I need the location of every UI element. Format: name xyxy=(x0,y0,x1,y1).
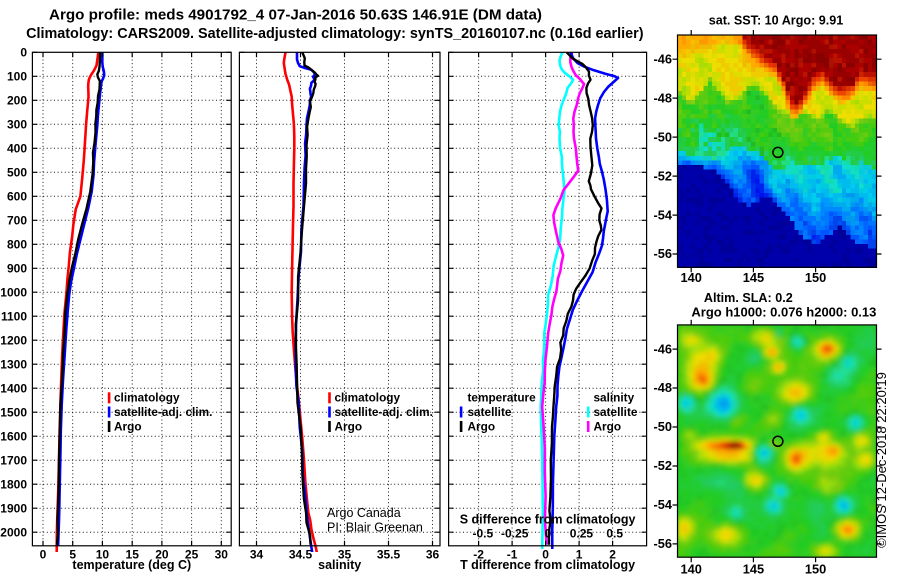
svg-text:-48: -48 xyxy=(654,380,673,395)
svg-text:34.5: 34.5 xyxy=(289,548,313,562)
svg-text:-1: -1 xyxy=(507,548,518,562)
svg-text:climatology: climatology xyxy=(335,391,401,405)
svg-text:PI: Blair Greenan: PI: Blair Greenan xyxy=(327,520,423,534)
svg-text:145: 145 xyxy=(743,562,764,577)
svg-text:Argo profile: meds 4901792_4 0: Argo profile: meds 4901792_4 07-Jan-2016… xyxy=(49,7,542,24)
svg-text:-50: -50 xyxy=(654,129,673,144)
svg-text:0: 0 xyxy=(40,548,47,562)
svg-text:satellite-adj. clim.: satellite-adj. clim. xyxy=(114,405,212,419)
svg-text:Argo: Argo xyxy=(594,419,622,433)
svg-text:20: 20 xyxy=(155,548,169,562)
svg-text:140: 140 xyxy=(681,270,702,285)
svg-text:temperature (deg C): temperature (deg C) xyxy=(72,558,191,572)
svg-text:700: 700 xyxy=(7,214,27,228)
svg-text:-0.5: -0.5 xyxy=(472,527,493,541)
svg-text:-46: -46 xyxy=(654,51,673,66)
svg-text:100: 100 xyxy=(7,70,27,84)
svg-text:-54: -54 xyxy=(654,497,673,512)
svg-text:Argo: Argo xyxy=(335,419,363,433)
svg-text:34: 34 xyxy=(250,548,264,562)
svg-text:Climatology: CARS2009. Satelli: Climatology: CARS2009. Satellite-adjuste… xyxy=(26,26,644,42)
svg-text:-46: -46 xyxy=(654,341,673,356)
svg-text:800: 800 xyxy=(7,238,27,252)
svg-text:0: 0 xyxy=(542,548,549,562)
svg-text:2: 2 xyxy=(609,548,616,562)
svg-text:400: 400 xyxy=(7,142,27,156)
svg-text:1100: 1100 xyxy=(1,309,27,323)
svg-text:0.25: 0.25 xyxy=(570,527,594,541)
svg-text:150: 150 xyxy=(805,270,826,285)
svg-text:salinity: salinity xyxy=(318,558,361,572)
svg-text:10: 10 xyxy=(96,548,110,562)
svg-text:climatology: climatology xyxy=(114,391,180,405)
svg-text:1800: 1800 xyxy=(0,477,27,491)
svg-text:1300: 1300 xyxy=(0,357,27,371)
svg-text:0: 0 xyxy=(545,527,552,541)
svg-text:200: 200 xyxy=(7,94,27,108)
svg-text:1700: 1700 xyxy=(0,453,27,467)
svg-text:salinity: salinity xyxy=(594,391,635,405)
svg-text:Argo Canada: Argo Canada xyxy=(327,506,401,520)
svg-text:1200: 1200 xyxy=(0,333,27,347)
svg-text:Altim. SLA: 0.2: Altim. SLA: 0.2 xyxy=(704,291,793,305)
svg-text:36: 36 xyxy=(426,548,440,562)
svg-text:-48: -48 xyxy=(654,90,673,105)
svg-text:35.5: 35.5 xyxy=(377,548,401,562)
svg-text:sat. SST: 10 Argo: 9.91: sat. SST: 10 Argo: 9.91 xyxy=(709,14,844,28)
svg-text:satellite-adj. clim.: satellite-adj. clim. xyxy=(335,405,433,419)
svg-text:1500: 1500 xyxy=(0,405,27,419)
svg-text:satellite: satellite xyxy=(594,405,638,419)
svg-text:Argo: Argo xyxy=(114,419,142,433)
svg-text:0.5: 0.5 xyxy=(606,527,623,541)
svg-text:140: 140 xyxy=(681,562,702,577)
svg-text:500: 500 xyxy=(7,166,27,180)
svg-text:1600: 1600 xyxy=(0,429,27,443)
svg-text:15: 15 xyxy=(126,548,140,562)
svg-text:600: 600 xyxy=(7,190,27,204)
svg-text:1: 1 xyxy=(576,548,583,562)
svg-text:T difference from climatology: T difference from climatology xyxy=(460,558,635,572)
svg-text:-56: -56 xyxy=(654,536,673,551)
svg-text:Argo: Argo xyxy=(468,419,496,433)
svg-text:25: 25 xyxy=(185,548,199,562)
svg-text:900: 900 xyxy=(7,262,27,276)
svg-text:2000: 2000 xyxy=(0,525,27,539)
svg-text:©IMOS 12-Dec-2018 22:20:19: ©IMOS 12-Dec-2018 22:20:19 xyxy=(874,372,889,548)
svg-text:satellite: satellite xyxy=(468,405,512,419)
svg-text:300: 300 xyxy=(7,118,27,132)
svg-text:-0.25: -0.25 xyxy=(501,527,529,541)
svg-text:1400: 1400 xyxy=(0,381,27,395)
svg-text:temperature: temperature xyxy=(468,391,537,405)
svg-text:-2: -2 xyxy=(473,548,484,562)
svg-text:1000: 1000 xyxy=(0,285,27,299)
svg-text:-54: -54 xyxy=(654,207,673,222)
svg-text:5: 5 xyxy=(69,548,76,562)
svg-text:-52: -52 xyxy=(654,168,673,183)
svg-text:-50: -50 xyxy=(654,419,673,434)
svg-text:-52: -52 xyxy=(654,458,673,473)
svg-text:30: 30 xyxy=(215,548,229,562)
svg-text:145: 145 xyxy=(743,270,764,285)
svg-text:35: 35 xyxy=(338,548,352,562)
svg-text:150: 150 xyxy=(805,562,826,577)
svg-text:1900: 1900 xyxy=(0,501,27,515)
svg-text:S difference from climatology: S difference from climatology xyxy=(460,513,636,527)
svg-text:Argo h1000: 0.076 h2000: 0.13: Argo h1000: 0.076 h2000: 0.13 xyxy=(691,305,876,320)
svg-text:0: 0 xyxy=(20,46,27,60)
svg-text:-56: -56 xyxy=(654,246,673,261)
